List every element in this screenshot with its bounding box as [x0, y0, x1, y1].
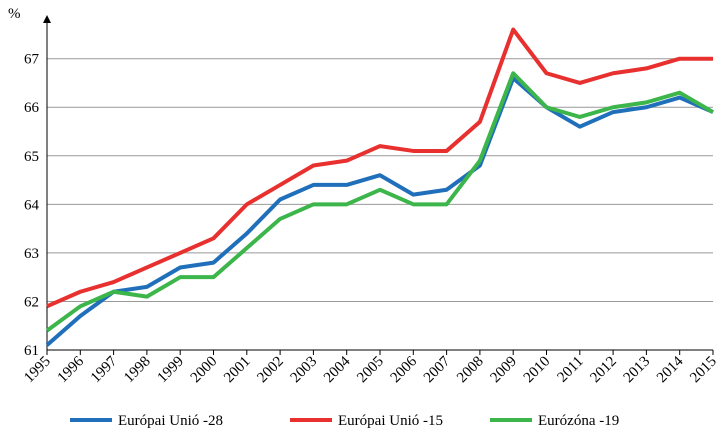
x-tick-label: 1997 — [88, 353, 121, 386]
x-tick-label: 1998 — [121, 354, 154, 387]
y-tick-label: 66 — [24, 100, 40, 116]
legend-label: Európai Unió -28 — [118, 413, 223, 429]
y-tick-label: 67 — [24, 52, 40, 68]
y-tick-label: 62 — [24, 294, 39, 310]
y-tick-label: 65 — [24, 149, 39, 165]
x-tick-label: 2008 — [454, 354, 487, 387]
y-axis-label: % — [8, 6, 21, 22]
x-tick-label: 1999 — [155, 354, 188, 387]
x-tick-label: 2003 — [288, 354, 321, 387]
line — [46, 27, 713, 309]
x-tick-label: 2015 — [687, 354, 716, 387]
x-tick-label: 2011 — [554, 354, 586, 386]
x-tick-label: 1996 — [55, 353, 88, 386]
x-tick-label: 2013 — [621, 354, 654, 387]
x-tick-label: 2006 — [388, 353, 421, 386]
line — [45, 76, 714, 347]
legend-label: Eurózóna -19 — [538, 413, 619, 429]
x-tick-label: 2009 — [488, 354, 521, 387]
x-tick-label: 2000 — [188, 354, 221, 387]
y-axis-arrow — [43, 15, 51, 23]
x-tick-label: 2001 — [221, 354, 254, 387]
x-tick-label: 2012 — [587, 354, 620, 387]
x-tick-label: 2004 — [321, 353, 354, 386]
x-tick-label: 2005 — [354, 354, 387, 387]
x-tick-label: 2010 — [521, 354, 554, 387]
x-tick-label: 2002 — [254, 354, 287, 387]
x-tick-label: 2014 — [654, 353, 687, 386]
y-tick-label: 61 — [24, 343, 39, 359]
y-tick-label: 64 — [24, 197, 40, 213]
legend-label: Európai Unió -15 — [338, 413, 443, 429]
x-tick-label: 2007 — [421, 353, 454, 386]
y-tick-label: 63 — [24, 246, 39, 262]
line — [45, 71, 715, 333]
